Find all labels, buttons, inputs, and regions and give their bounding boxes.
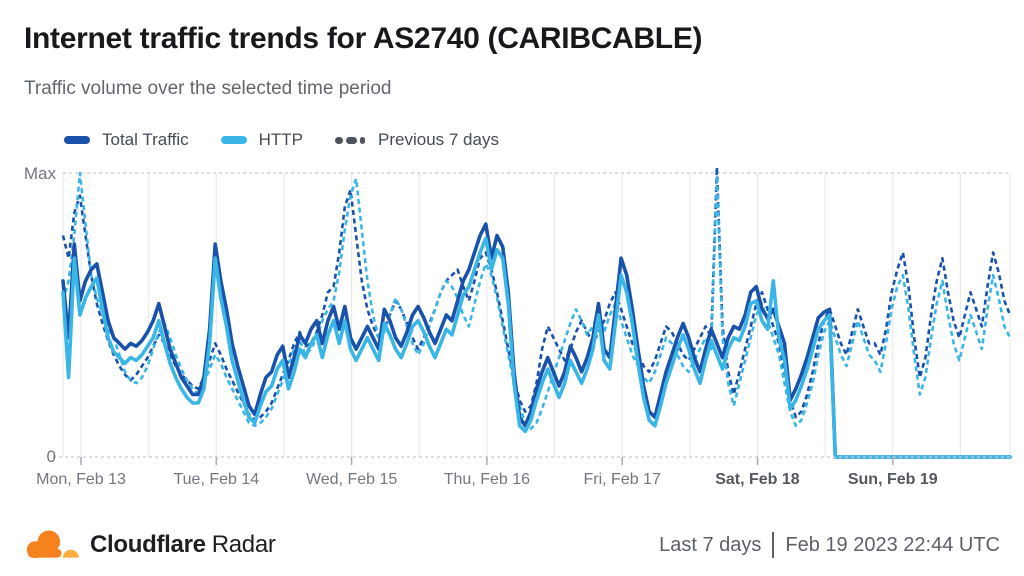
previous-7-days-swatch-icon: [335, 136, 368, 144]
total-traffic-line: [61, 222, 1012, 459]
brand-cloudflare: Cloudflare: [90, 531, 206, 558]
brand-radar: Radar: [211, 531, 276, 558]
x-axis-label: Tue, Feb 14: [173, 471, 260, 488]
x-axis-label: Thu, Feb 16: [443, 471, 531, 488]
total-traffic-swatch-icon: [64, 136, 90, 144]
x-axis-label: Mon, Feb 13: [36, 471, 126, 488]
range-label: Last 7 days: [659, 533, 762, 556]
y-axis-zero-label: 0: [46, 447, 56, 466]
previous-http-line: [61, 171, 1012, 430]
x-axis-label: Sun, Feb 19: [847, 471, 938, 488]
legend-item-total-traffic[interactable]: Total Traffic: [64, 130, 189, 150]
y-axis-max-label: Max: [23, 164, 56, 183]
legend-label-total-traffic: Total Traffic: [102, 130, 189, 149]
page-title: Internet traffic trends for AS2740 (CARI…: [24, 22, 703, 55]
http-swatch-icon: [220, 136, 247, 144]
http-line: [61, 236, 1012, 459]
footer: Cloudflare Radar Last 7 days Feb 19 2023…: [0, 514, 1024, 576]
x-axis-labels: Mon, Feb 13 Tue, Feb 14 Wed, Feb 15 Thu, Fe…: [0, 471, 1024, 493]
range-separator: [772, 532, 775, 558]
legend-item-previous-7-days[interactable]: Previous 7 days: [335, 130, 499, 150]
cloudflare-logo-icon: [26, 530, 79, 559]
timestamp-label: Feb 19 2023 22:44 UTC: [785, 533, 1000, 556]
x-axis-label: Fri, Feb 17: [583, 471, 661, 488]
previous-total-line: [61, 166, 1012, 422]
cloudflare-radar-brand[interactable]: Cloudflare Radar: [24, 526, 276, 564]
legend-label-http: HTTP: [258, 130, 304, 149]
x-axis-label: Sat, Feb 18: [715, 471, 800, 488]
time-range: Last 7 days Feb 19 2023 22:44 UTC: [659, 532, 1000, 558]
page-subtitle: Traffic volume over the selected time pe…: [24, 78, 392, 99]
legend-label-previous-7-days: Previous 7 days: [378, 130, 499, 149]
chart-legend: Total Traffic HTTP Previous 7 days: [64, 130, 499, 150]
x-axis-label: Wed, Feb 15: [305, 471, 398, 488]
legend-item-http[interactable]: HTTP: [220, 130, 304, 150]
